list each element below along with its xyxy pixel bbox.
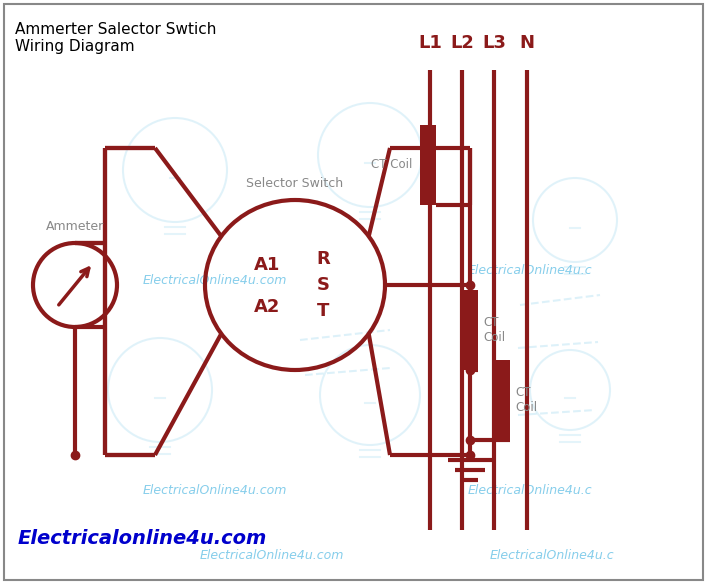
Text: Ammerter Salector Swtich
Wiring Diagram: Ammerter Salector Swtich Wiring Diagram	[15, 22, 216, 54]
Text: R: R	[316, 250, 330, 268]
Text: Selector Switch: Selector Switch	[247, 177, 344, 190]
Text: CT Coil: CT Coil	[370, 158, 412, 172]
Text: S: S	[317, 276, 329, 294]
Text: Ammeter: Ammeter	[46, 220, 104, 233]
Text: ElectricalOnline4u.c: ElectricalOnline4u.c	[468, 263, 592, 276]
Bar	[494, 360, 510, 440]
Text: T: T	[317, 302, 329, 320]
Text: ElectricalOnline4u.c: ElectricalOnline4u.c	[490, 549, 614, 562]
Text: ElectricalOnline4u.com: ElectricalOnline4u.com	[143, 273, 287, 287]
Text: A2: A2	[254, 298, 280, 316]
Text: ElectricalOnline4u.com: ElectricalOnline4u.com	[143, 484, 287, 496]
Text: A1: A1	[254, 256, 280, 274]
Text: ElectricalOnline4u.c: ElectricalOnline4u.c	[468, 484, 592, 496]
Text: CT
Coil: CT Coil	[515, 386, 537, 414]
Bar	[420, 125, 436, 205]
Bar	[462, 290, 478, 370]
Text: Electricalonline4u.com: Electricalonline4u.com	[18, 529, 267, 548]
Text: L1: L1	[418, 34, 442, 52]
Text: N: N	[520, 34, 534, 52]
Text: L3: L3	[482, 34, 506, 52]
Text: L2: L2	[450, 34, 474, 52]
Text: ElectricalOnline4u.com: ElectricalOnline4u.com	[200, 549, 344, 562]
Text: CT
Coil: CT Coil	[483, 316, 505, 344]
